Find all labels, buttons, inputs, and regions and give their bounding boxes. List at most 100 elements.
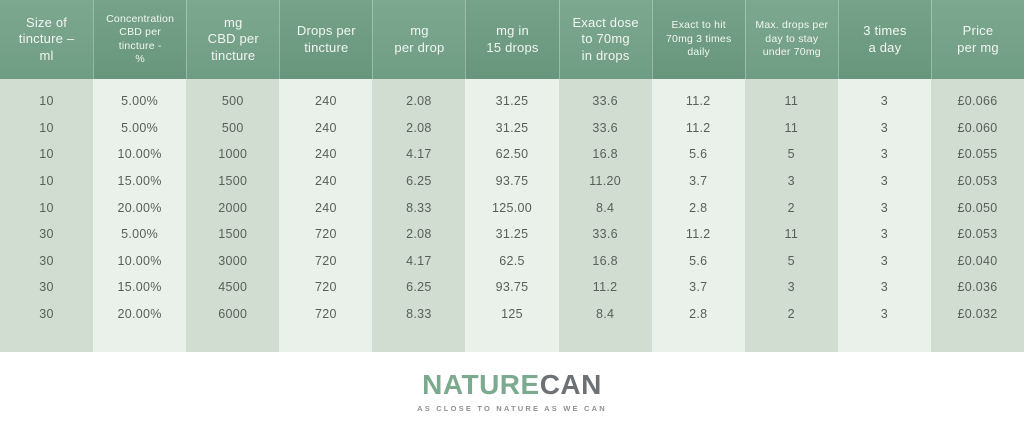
column-size-ml: Size of tincture – ml 10 10 10 10 10 30 30 30 30: [0, 0, 94, 352]
header-line: a day: [868, 39, 902, 55]
cell-mg-per-drop-row-5: 8.33: [406, 200, 432, 215]
cell-three-times-a-day-row-7: 3: [880, 253, 889, 268]
cell-drops-per-tincture-row-8: 720: [314, 280, 337, 295]
cell-three-times-a-day-row-8: 3: [880, 280, 889, 295]
cell-size-ml-row-4: 10: [39, 173, 54, 188]
header-line: under 70mg: [762, 46, 821, 59]
cell-concentration-row-1: 5.00%: [121, 94, 159, 109]
cell-mg-cbd-per-tincture-row-2: 500: [221, 120, 244, 135]
cell-price-per-mg-row-3: £0.055: [957, 147, 998, 162]
cell-drops-per-tincture-row-2: 240: [314, 120, 337, 135]
column-header-concentration: Concentration CBD per tincture -%: [93, 0, 187, 79]
cell-three-times-a-day-row-9: 3: [880, 306, 889, 321]
cell-drops-per-tincture-row-7: 720: [314, 253, 337, 268]
cell-size-ml-row-5: 10: [39, 200, 54, 215]
cell-size-ml-row-1: 10: [39, 94, 54, 109]
column-exact-hit-3-times: Exact to hit 70mg 3 times daily 11.2 11.2 5.6…: [651, 0, 745, 352]
cell-mg-in-15-drops-row-7: 62.5: [499, 253, 525, 268]
cell-mg-cbd-per-tincture-row-7: 3000: [218, 253, 248, 268]
column-header-exact-dose-70mg: Exact dose to 70mg in drops: [558, 0, 652, 79]
cell-price-per-mg-row-5: £0.050: [957, 200, 998, 215]
cell-max-drops-per-day-row-8: 3: [787, 280, 795, 295]
cell-size-ml-row-7: 30: [39, 253, 54, 268]
cell-three-times-a-day-row-3: 3: [880, 147, 889, 162]
cell-mg-per-drop-row-2: 2.08: [406, 120, 432, 135]
header-line: Size of: [25, 14, 68, 30]
header-line: 3 times: [863, 22, 907, 38]
cell-concentration-row-7: 10.00%: [117, 253, 162, 268]
cell-exact-dose-70mg-row-4: 11.20: [589, 173, 622, 188]
cell-exact-hit-3-times-row-6: 11.2: [685, 227, 711, 242]
cell-exact-dose-70mg-row-2: 33.6: [592, 120, 618, 135]
column-body-price-per-mg: £0.066 £0.060 £0.055 £0.053 £0.050 £0.053 £0.0…: [930, 79, 1024, 352]
cell-max-drops-per-day-row-6: 11: [784, 227, 799, 242]
header-line: Concentration: [106, 12, 175, 25]
cell-max-drops-per-day-row-2: 11: [784, 120, 799, 135]
column-mg-cbd-per-tincture: mg CBD per tincture 500 500 1000 1500 2000 1500 3…: [186, 0, 280, 352]
cell-three-times-a-day-row-4: 3: [880, 173, 889, 188]
cell-size-ml-row-2: 10: [39, 120, 54, 135]
cell-exact-hit-3-times-row-5: 2.8: [689, 200, 708, 215]
cell-mg-in-15-drops-row-1: 31.25: [495, 94, 529, 109]
logo-text-can: CAN: [539, 368, 602, 400]
cell-price-per-mg-row-1: £0.066: [957, 94, 998, 109]
cell-three-times-a-day-row-2: 3: [880, 120, 889, 135]
cell-concentration-row-8: 15.00%: [117, 280, 162, 295]
cell-mg-in-15-drops-row-3: 62.50: [495, 147, 529, 162]
header-line: tincture -: [118, 39, 162, 52]
cell-concentration-row-9: 20.00%: [117, 306, 162, 321]
header-line: day to stay: [765, 32, 819, 45]
cell-max-drops-per-day-row-5: 2: [787, 200, 795, 215]
cell-mg-cbd-per-tincture-row-3: 1000: [218, 147, 248, 162]
header-line: Drops per: [296, 22, 356, 38]
logo-tagline: AS CLOSE TO NATURE AS WE CAN: [417, 403, 607, 413]
cell-mg-cbd-per-tincture-row-8: 4500: [218, 280, 248, 295]
cell-size-ml-row-8: 30: [39, 280, 54, 295]
column-three-times-a-day: 3 times a day 3 3 3 3 3 3 3 3 3: [837, 0, 931, 352]
cell-mg-per-drop-row-9: 8.33: [406, 306, 432, 321]
cell-mg-in-15-drops-row-6: 31.25: [495, 227, 529, 242]
column-header-mg-in-15-drops: mg in 15 drops: [465, 0, 559, 79]
header-line: 70mg 3 times: [665, 32, 732, 45]
cell-max-drops-per-day-row-9: 2: [787, 306, 795, 321]
column-max-drops-per-day: Max. drops per day to stay under 70mg 11 11 5…: [744, 0, 838, 352]
cell-price-per-mg-row-8: £0.036: [957, 280, 998, 295]
column-header-mg-cbd-per-tincture: mg CBD per tincture: [186, 0, 280, 79]
cell-mg-cbd-per-tincture-row-1: 500: [221, 94, 244, 109]
cell-size-ml-row-9: 30: [39, 306, 54, 321]
cell-max-drops-per-day-row-3: 5: [787, 147, 795, 162]
cell-price-per-mg-row-4: £0.053: [957, 173, 998, 188]
column-body-max-drops-per-day: 11 11 5 3 2 11 5 3 2: [744, 79, 838, 352]
cell-exact-hit-3-times-row-1: 11.2: [685, 94, 711, 109]
header-line: to 70mg: [581, 31, 630, 47]
header-line: 15 drops: [486, 39, 539, 55]
header-line: CBD per: [119, 26, 161, 39]
header-line: mg: [224, 14, 243, 30]
column-body-size-ml: 10 10 10 10 10 30 30 30 30: [0, 79, 94, 352]
cell-mg-per-drop-row-7: 4.17: [406, 253, 432, 268]
column-price-per-mg: Price per mg £0.066 £0.060 £0.055 £0.053 £0.05…: [930, 0, 1024, 352]
cell-exact-hit-3-times-row-2: 11.2: [685, 120, 711, 135]
cell-concentration-row-4: 15.00%: [117, 173, 162, 188]
cell-price-per-mg-row-6: £0.053: [957, 227, 998, 242]
header-line: in drops: [581, 47, 630, 63]
cell-exact-hit-3-times-row-4: 3.7: [689, 173, 708, 188]
cell-mg-cbd-per-tincture-row-9: 6000: [218, 306, 248, 321]
column-header-exact-hit-3-times: Exact to hit 70mg 3 times daily: [651, 0, 745, 79]
cell-max-drops-per-day-row-7: 5: [787, 253, 795, 268]
cell-concentration-row-5: 20.00%: [117, 200, 162, 215]
cell-mg-per-drop-row-1: 2.08: [406, 94, 432, 109]
cell-price-per-mg-row-2: £0.060: [957, 120, 998, 135]
cell-drops-per-tincture-row-5: 240: [314, 200, 337, 215]
header-line: per mg: [957, 39, 999, 55]
header-line: mg: [410, 22, 429, 38]
column-exact-dose-70mg: Exact dose to 70mg in drops 33.6 33.6 16.8 11.…: [558, 0, 652, 352]
cell-drops-per-tincture-row-6: 720: [314, 227, 337, 242]
header-line: CBD per: [207, 31, 259, 47]
header-line: ml: [39, 47, 54, 63]
logo-text-nature: NATURE: [422, 368, 540, 400]
cell-exact-dose-70mg-row-8: 11.2: [592, 280, 618, 295]
cell-mg-cbd-per-tincture-row-6: 1500: [218, 227, 248, 242]
cell-mg-per-drop-row-6: 2.08: [406, 227, 432, 242]
